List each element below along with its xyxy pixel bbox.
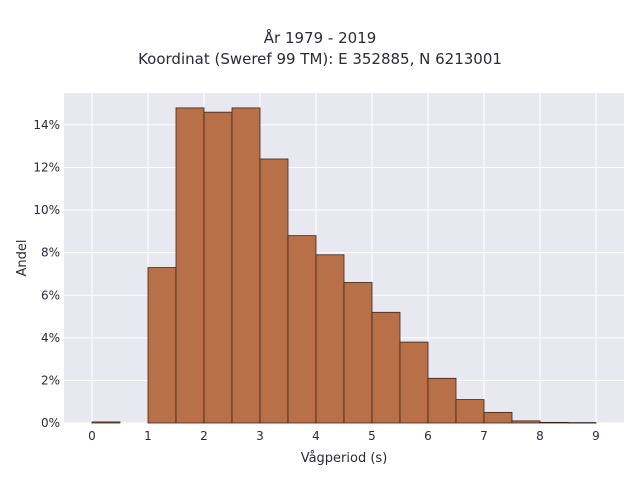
x-axis-label: Vågperiod (s) bbox=[301, 451, 388, 466]
x-tick-label: 4 bbox=[312, 429, 320, 443]
y-tick-label: 4% bbox=[41, 331, 60, 345]
histogram-bar bbox=[511, 420, 541, 424]
histogram-bar bbox=[91, 421, 121, 424]
histogram-bar bbox=[147, 267, 177, 424]
x-tick-label: 8 bbox=[536, 429, 544, 443]
chart-title-line-2: Koordinat (Sweref 99 TM): E 352885, N 62… bbox=[138, 50, 502, 68]
y-tick-label: 8% bbox=[41, 246, 60, 260]
y-tick-label: 10% bbox=[33, 203, 60, 217]
x-tick-label: 0 bbox=[88, 429, 96, 443]
histogram-bar bbox=[427, 377, 457, 424]
bars bbox=[91, 107, 597, 424]
histogram-bar bbox=[371, 311, 401, 424]
x-tick-label: 6 bbox=[424, 429, 432, 443]
histogram-bar bbox=[483, 411, 513, 424]
y-axis-ticks: 0% 2% 4% 6% 8% 10% 12% 14% bbox=[33, 118, 60, 430]
y-axis-label: Andel bbox=[15, 240, 30, 277]
histogram-bar bbox=[455, 399, 485, 424]
histogram-bar bbox=[343, 282, 373, 424]
histogram-bar bbox=[203, 111, 233, 424]
x-tick-label: 9 bbox=[592, 429, 600, 443]
x-axis-ticks: 0 1 2 3 4 5 6 7 8 9 bbox=[88, 429, 600, 443]
histogram-bar bbox=[315, 254, 345, 424]
histogram-bar bbox=[399, 341, 429, 424]
x-tick-label: 1 bbox=[144, 429, 152, 443]
x-tick-label: 7 bbox=[480, 429, 488, 443]
y-tick-label: 12% bbox=[33, 161, 60, 175]
x-tick-label: 3 bbox=[256, 429, 264, 443]
histogram-bar bbox=[287, 235, 317, 424]
x-tick-label: 2 bbox=[200, 429, 208, 443]
histogram-bar bbox=[231, 107, 261, 424]
y-tick-label: 6% bbox=[41, 288, 60, 302]
y-tick-label: 14% bbox=[33, 118, 60, 132]
histogram-bar bbox=[539, 421, 569, 424]
histogram-bar bbox=[175, 107, 205, 424]
chart-title-line-1: År 1979 - 2019 bbox=[263, 29, 377, 47]
x-tick-label: 5 bbox=[368, 429, 376, 443]
histogram-bar bbox=[567, 422, 597, 424]
y-tick-label: 0% bbox=[41, 416, 60, 430]
y-tick-label: 2% bbox=[41, 373, 60, 387]
histogram-bar bbox=[259, 158, 289, 424]
